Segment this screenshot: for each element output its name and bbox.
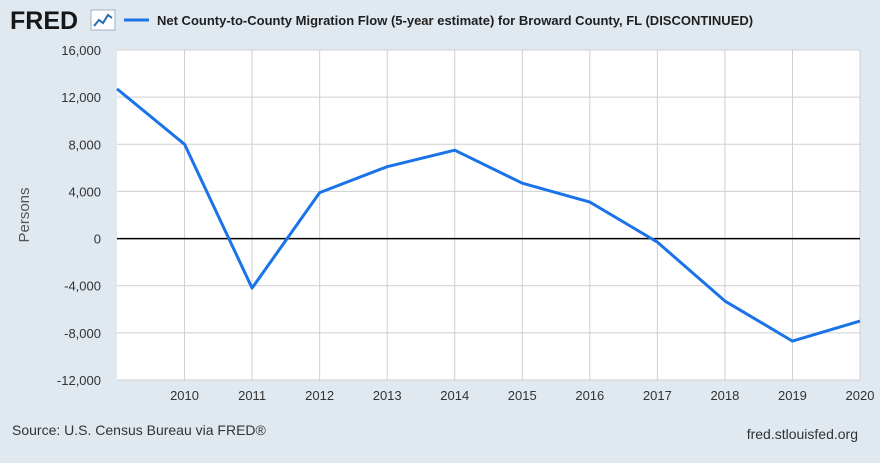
y-tick-label: 16,000: [61, 43, 101, 58]
y-tick-label: -12,000: [57, 373, 101, 388]
y-axis-ticks: 16,000 12,000 8,000 4,000 0 -4,000 -8,000 -12,0…: [57, 43, 101, 388]
x-axis-ticks: 2010 2011 2012 2013 2014 2015 2016 2017 2018 2019…: [170, 388, 874, 403]
gridlines: [117, 49, 861, 381]
y-tick-label: -8,000: [64, 326, 101, 341]
x-tick-label: 2014: [440, 388, 469, 403]
x-tick-label: 2013: [373, 388, 402, 403]
series-line-0[interactable]: [116, 87, 861, 343]
x-tick-label: 2020: [846, 388, 875, 403]
data-point[interactable]: [586, 198, 594, 206]
data-point[interactable]: [113, 85, 121, 93]
y-tick-label: -4,000: [64, 279, 101, 294]
data-point[interactable]: [248, 284, 256, 292]
site-link[interactable]: fred.stlouisfed.org: [747, 426, 858, 442]
trend-chart-icon: [90, 9, 116, 31]
y-axis-label: Persons: [16, 187, 33, 242]
data-point[interactable]: [316, 189, 324, 197]
y-tick-label: 4,000: [68, 184, 101, 199]
x-tick-label: 2011: [238, 388, 266, 403]
series-layer: [113, 85, 864, 345]
x-tick-label: 2012: [305, 388, 334, 403]
x-tick-label: 2016: [575, 388, 604, 403]
x-tick-label: 2019: [778, 388, 807, 403]
data-point[interactable]: [653, 238, 661, 246]
source-text: Source: U.S. Census Bureau via FRED®: [12, 422, 267, 438]
x-tick-label: 2015: [508, 388, 537, 403]
plot-area: [117, 50, 860, 380]
data-point[interactable]: [451, 146, 459, 154]
fred-logo[interactable]: FRED: [10, 7, 78, 35]
data-point[interactable]: [721, 297, 729, 305]
y-tick-label: 8,000: [68, 137, 101, 152]
data-point[interactable]: [181, 140, 189, 148]
x-tick-label: 2010: [170, 388, 199, 403]
x-tick-label: 2017: [643, 388, 672, 403]
data-point[interactable]: [788, 337, 796, 345]
y-tick-label: 12,000: [61, 90, 101, 105]
y-tick-label: 0: [94, 232, 101, 247]
data-point[interactable]: [856, 317, 864, 325]
x-tick-label: 2018: [710, 388, 739, 403]
data-point[interactable]: [518, 179, 526, 187]
legend-series-label: Net County-to-County Migration Flow (5-y…: [157, 13, 753, 28]
data-point[interactable]: [383, 163, 391, 171]
